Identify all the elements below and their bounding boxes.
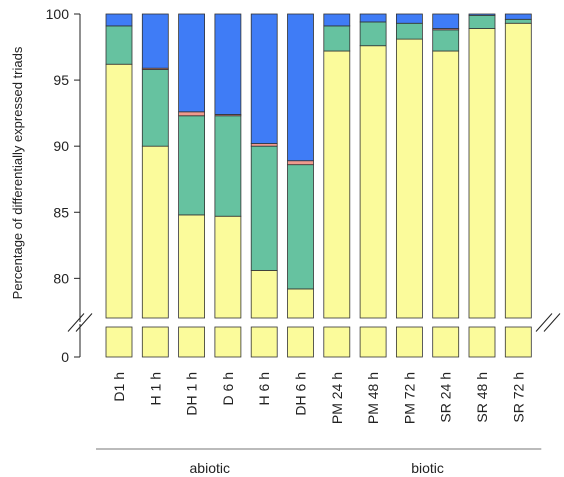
bar-segment-pink [178,111,206,117]
bar-stack-pm-24-h [323,13,351,358]
bar-segment-blue [287,13,314,162]
x-tick-label: SR 24 h [438,372,454,423]
y-tick-label: 90 [53,138,69,154]
bar-segment-yellow [395,38,423,319]
y-tick-label: 85 [53,204,69,220]
bar-segment-green [359,21,387,47]
axes: 80 85 90 95 100 0 [46,6,561,365]
bar-stack-pm-48-h [359,13,387,358]
bar-stub [178,326,206,358]
group-label: abiotic [190,460,230,476]
bar-segment-yellow [250,270,278,319]
bar-stub [250,326,278,358]
axis-break-right [543,313,561,332]
axis-break-left [75,313,93,332]
bar-segment-blue [214,13,242,115]
bar-stack-sr-48-h [468,13,496,358]
bar-stack-dh-1-h [178,13,206,358]
bar-segment-yellow [178,214,206,319]
x-tick-label: PM 72 h [401,372,417,424]
bar-segment-blue [359,13,387,23]
bar-segment-green [287,164,314,290]
bar-segment-blue [504,13,532,20]
labels: D1 h H 1 h DH 1 h D 6 h H 6 h DH 6 h PM 24 h PM… [96,372,542,476]
bar-segment-blue [468,13,496,16]
x-tick-label: PM 24 h [329,372,345,424]
bar-segment-yellow [504,22,532,319]
x-tick-label: DH 1 h [184,372,200,416]
bar-segment-yellow [287,288,314,319]
bar-segment-green [504,18,532,24]
bar-stub [141,326,169,358]
bar-stack-d-6-h [214,13,242,358]
bar-segment-yellow [323,50,351,319]
group-label: biotic [411,460,444,476]
bar-segment-green [178,115,206,216]
bar-segment-blue [250,13,278,144]
y-tick-label: 80 [53,270,69,286]
bar-segment-yellow [359,45,387,319]
bar-stub [432,326,460,358]
bar-stack-h-6-h [250,13,278,358]
bar-segment-blue [323,13,351,27]
bar-segment-green [214,115,242,217]
bar-stack-h-1-h [141,13,169,358]
bar-stub [214,326,242,358]
y-tick-label: 100 [46,6,70,22]
bar-segment-yellow [432,50,460,319]
y-tick-label: 95 [53,72,69,88]
bar-segment-green [468,14,496,29]
y-axis-label: Percentage of differentially expressed t… [10,46,25,299]
x-tick-label: SR 72 h [510,372,526,423]
bar-stub [504,326,532,358]
x-tick-label: PM 48 h [365,372,381,424]
bar-segment-yellow [141,145,169,319]
x-tick-label: H 6 h [256,372,272,405]
bar-stub [323,326,351,358]
bar-stack-pm-72-h [395,13,423,358]
bar-segment-yellow [468,28,496,319]
axis-break-right [535,313,553,332]
bar-stub [468,326,496,358]
axis-break-left [67,313,85,332]
bar-stub [287,326,314,358]
bar-segment-pink [287,160,314,166]
bar-segment-green [250,145,278,271]
bar-segment-green [432,29,460,52]
bar-segment-blue [395,13,423,24]
x-tick-label: DH 6 h [293,372,309,416]
y-tick-label-zero: 0 [61,349,69,365]
bar-segment-green [395,22,423,40]
bar-stack-d1-h [105,13,133,358]
x-tick-label: D 6 h [220,372,236,405]
bar-segment-blue [432,13,460,29]
bars [105,13,532,358]
x-tick-label: SR 48 h [474,372,490,423]
x-tick-label: H 1 h [147,372,163,405]
bar-segment-blue [178,13,206,113]
bar-stub [105,326,133,358]
bar-stack-dh-6-h [287,13,314,358]
bar-segment-green [323,25,351,52]
bar-stub [395,326,423,358]
bar-stack-sr-24-h [432,13,460,358]
bar-stub [359,326,387,358]
bar-segment-yellow [214,215,242,319]
bar-stack-sr-72-h [504,13,532,358]
bar-segment-blue [105,13,133,27]
bar-segment-blue [141,13,169,69]
bar-segment-green [141,69,169,147]
bar-segment-yellow [105,63,133,319]
bar-segment-green [105,25,133,65]
x-tick-label: D1 h [111,372,127,402]
